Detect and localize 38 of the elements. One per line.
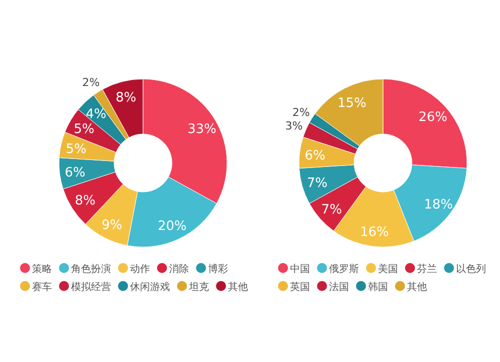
legend-label: 美国 [378, 263, 398, 275]
legend-label: 俄罗斯 [329, 263, 359, 275]
legend-label: 法国 [329, 281, 349, 293]
data-label: 26% [418, 110, 448, 126]
data-label: 5% [74, 122, 94, 138]
legend-label: 休闲游戏 [130, 281, 170, 293]
data-label: 3% [285, 119, 303, 132]
data-label: 6% [304, 148, 326, 164]
legend-label: 模拟经营 [71, 281, 111, 293]
data-label: 8% [116, 90, 136, 106]
legend-label: 中国 [290, 263, 310, 275]
legend-label: 赛车 [32, 281, 52, 293]
data-label: 7% [306, 176, 328, 192]
legend-label: 以色列 [456, 263, 486, 275]
data-label: 16% [360, 224, 389, 240]
legend-label: 英国 [290, 281, 310, 293]
data-label: 20% [158, 218, 187, 234]
data-label: 33% [188, 122, 216, 138]
legend-label: 韩国 [368, 281, 388, 293]
legend-label: 其他 [407, 281, 427, 293]
data-label: 18% [424, 197, 453, 212]
data-label: 8% [74, 194, 96, 209]
legend-label: 博彩 [208, 263, 228, 275]
data-label: 5% [66, 142, 86, 158]
data-label: 2% [82, 76, 100, 90]
data-label: 9% [102, 218, 122, 234]
legend-label: 芬兰 [417, 263, 437, 275]
data-label: 6% [64, 166, 86, 181]
legend-label: 策略 [32, 263, 52, 275]
data-label: 7% [321, 202, 342, 218]
data-label: 2% [292, 106, 310, 120]
data-label: 4% [86, 107, 106, 122]
legend-label: 消除 [169, 263, 189, 275]
legend-label: 角色扮演 [71, 263, 111, 275]
legend-label: 坦克 [188, 281, 209, 293]
legend-label: 动作 [130, 264, 150, 275]
data-label: 15% [337, 96, 366, 111]
legend-label: 其他 [228, 281, 248, 293]
